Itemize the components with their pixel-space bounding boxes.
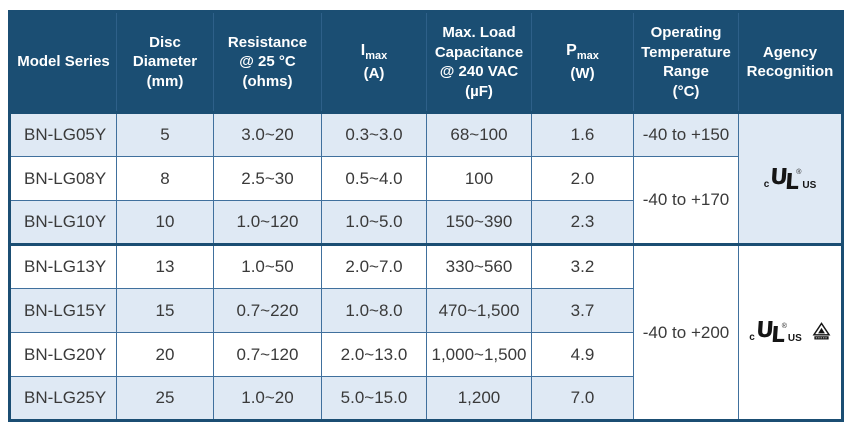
table-row: BN-LG20Y 20 0.7~120 2.0~13.0 1,000~1,500… — [9, 332, 843, 377]
col-header-capacitance-label: Max. Load Capacitance @ 240 VAC (µF) — [434, 24, 524, 100]
model-cell: BN-LG15Y — [9, 288, 117, 333]
col-header-agency-recognition: Agency Recognition — [738, 11, 843, 114]
resistance-cell: 1.0~20 — [213, 376, 322, 421]
resistance-cell: 3.0~20 — [213, 112, 322, 157]
imax-cell: 0.5~4.0 — [321, 156, 427, 201]
table-row: BN-LG05Y 5 3.0~20 0.3~3.0 68~100 1.6 -40… — [9, 112, 843, 245]
pmax-cell: 1.6 — [531, 112, 634, 157]
disc-diameter-cell: 20 — [116, 332, 214, 377]
table-row: BN-LG15Y 15 0.7~220 1.0~8.0 470~1,500 3.… — [9, 288, 843, 333]
disc-diameter-cell: 8 — [116, 156, 214, 201]
col-header-optemp-label: Operating Temperature Range (°C) — [641, 24, 731, 100]
model-cell: BN-LG05Y — [9, 112, 117, 157]
pmax-cell: 3.7 — [531, 288, 634, 333]
table-row: BN-LG10Y 10 1.0~120 1.0~5.0 150~390 2.3 — [9, 200, 843, 245]
pmax-cell: 2.0 — [531, 156, 634, 201]
pmax-symbol: Pmax — [566, 41, 599, 62]
disc-diameter-cell: 15 — [116, 288, 214, 333]
imax-cell: 0.3~3.0 — [321, 112, 427, 157]
imax-cell: 1.0~5.0 — [321, 200, 427, 245]
capacitance-cell: 1,200 — [426, 376, 532, 421]
spec-table: Model Series Disc Diameter (mm) Resistan… — [8, 10, 844, 422]
disc-diameter-cell: 5 — [116, 112, 214, 157]
pmax-cell: 3.2 — [531, 243, 634, 289]
col-header-model-series: Model Series — [9, 11, 117, 114]
col-header-disc-diameter: Disc Diameter (mm) — [116, 11, 214, 114]
capacitance-cell: 330~560 — [426, 243, 532, 289]
col-header-operating-temperature: Operating Temperature Range (°C) — [633, 11, 739, 114]
model-cell: BN-LG20Y — [9, 332, 117, 377]
triangle-certification-icon — [812, 322, 831, 346]
table-row: BN-LG13Y 13 1.0~50 2.0~7.0 330~560 3.2 -… — [9, 243, 843, 421]
col-header-resistance-label: Resistance @ 25 °C (ohms) — [227, 33, 308, 90]
col-header-max-load-capacitance: Max. Load Capacitance @ 240 VAC (µF) — [426, 11, 532, 114]
operating-temp-cell-group3: -40 to +200 — [633, 243, 739, 421]
pmax-cell: 2.3 — [531, 200, 634, 245]
capacitance-cell: 470~1,500 — [426, 288, 532, 333]
capacitance-cell: 100 — [426, 156, 532, 201]
imax-cell: 2.0~7.0 — [321, 243, 427, 289]
col-header-disc-diameter-label: Disc Diameter (mm) — [132, 33, 198, 90]
imax-cell: 2.0~13.0 — [321, 332, 427, 377]
col-header-resistance: Resistance @ 25 °C (ohms) — [213, 11, 322, 114]
operating-temp-cell: -40 to +150 — [633, 112, 739, 157]
imax-symbol: Imax — [360, 41, 388, 62]
col-header-agency-label: Agency Recognition — [746, 43, 834, 81]
imax-cell: 5.0~15.0 — [321, 376, 427, 421]
model-cell: BN-LG08Y — [9, 156, 117, 201]
capacitance-cell: 68~100 — [426, 112, 532, 157]
pmax-cell: 4.9 — [531, 332, 634, 377]
imax-cell: 1.0~8.0 — [321, 288, 427, 333]
resistance-cell: 1.0~50 — [213, 243, 322, 289]
col-header-pmax: Pmax (W) — [531, 11, 634, 114]
table-row: BN-LG25Y 25 1.0~20 5.0~15.0 1,200 7.0 — [9, 376, 843, 421]
resistance-cell: 0.7~120 — [213, 332, 322, 377]
disc-diameter-cell: 25 — [116, 376, 214, 421]
model-cell: BN-LG10Y — [9, 200, 117, 245]
disc-diameter-cell: 13 — [116, 243, 214, 289]
model-cell: BN-LG13Y — [9, 243, 117, 289]
capacitance-cell: 150~390 — [426, 200, 532, 245]
resistance-cell: 0.7~220 — [213, 288, 322, 333]
col-header-model-series-label: Model Series — [17, 53, 110, 71]
operating-temp-cell-group2: -40 to +170 — [633, 156, 739, 245]
pmax-unit: (W) — [570, 64, 595, 82]
col-header-imax: Imax (A) — [321, 11, 427, 114]
pmax-cell: 7.0 — [531, 376, 634, 421]
resistance-cell: 2.5~30 — [213, 156, 322, 201]
header-row: Model Series Disc Diameter (mm) Resistan… — [9, 11, 843, 114]
capacitance-cell: 1,000~1,500 — [426, 332, 532, 377]
model-cell: BN-LG25Y — [9, 376, 117, 421]
imax-unit: (A) — [363, 64, 385, 82]
table-row: BN-LG08Y 8 2.5~30 0.5~4.0 100 2.0 -40 to… — [9, 156, 843, 245]
resistance-cell: 1.0~120 — [213, 200, 322, 245]
disc-diameter-cell: 10 — [116, 200, 214, 245]
